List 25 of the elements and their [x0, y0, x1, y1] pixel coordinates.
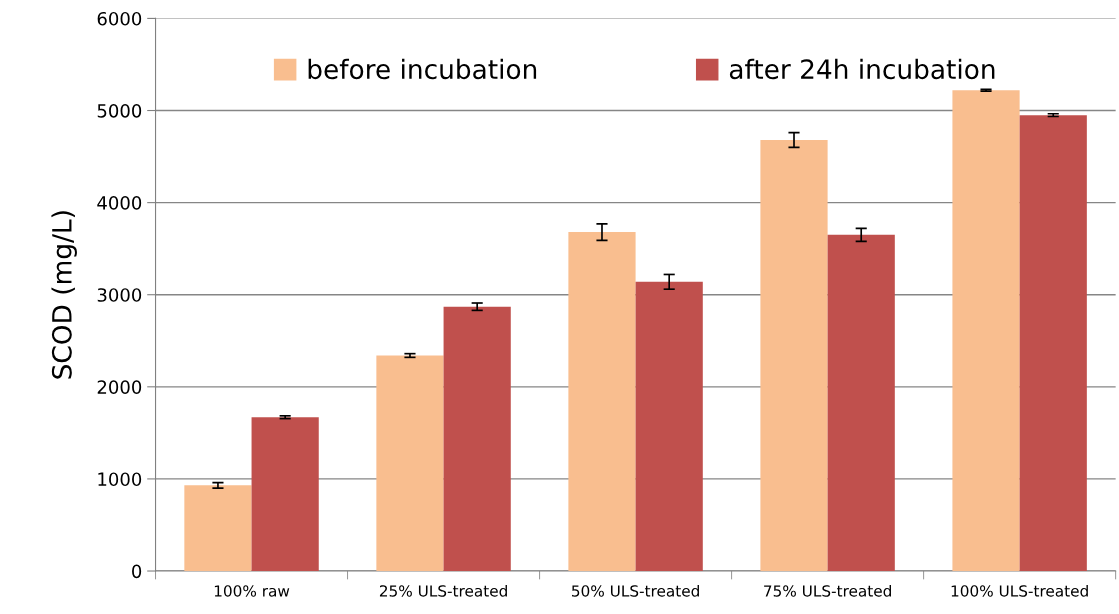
bar: [251, 417, 319, 572]
y-tick-label: 4000: [97, 196, 142, 210]
y-tick-label: 5000: [97, 103, 142, 118]
legend-label: before incubation: [308, 58, 537, 80]
y-tick-label: 0: [132, 564, 142, 579]
bar: [376, 355, 444, 572]
bar: [635, 281, 703, 572]
y-tick-label: 1000: [98, 472, 142, 487]
bar: [443, 306, 511, 572]
y-tick-label: 2000: [97, 380, 142, 394]
bar: [952, 90, 1020, 572]
x-tick-label: 100% raw: [214, 585, 290, 597]
bar: [184, 485, 252, 572]
y-axis-title: SCOD (mg/L): [51, 211, 77, 379]
x-tick-label: 100% ULS-treated: [951, 584, 1088, 597]
bar: [568, 232, 636, 572]
bar: [1019, 115, 1087, 572]
legend-label: after 24h incubation: [729, 58, 995, 80]
y-tick-label: 6000: [97, 11, 142, 26]
x-tick-label: 50% ULS-treated: [572, 584, 699, 597]
x-tick-label: 25% ULS-treated: [379, 584, 507, 597]
bar: [760, 139, 828, 572]
x-tick-label: 75% ULS-treated: [764, 584, 891, 597]
bar: [827, 234, 895, 572]
y-tick-label: 3000: [97, 288, 142, 302]
